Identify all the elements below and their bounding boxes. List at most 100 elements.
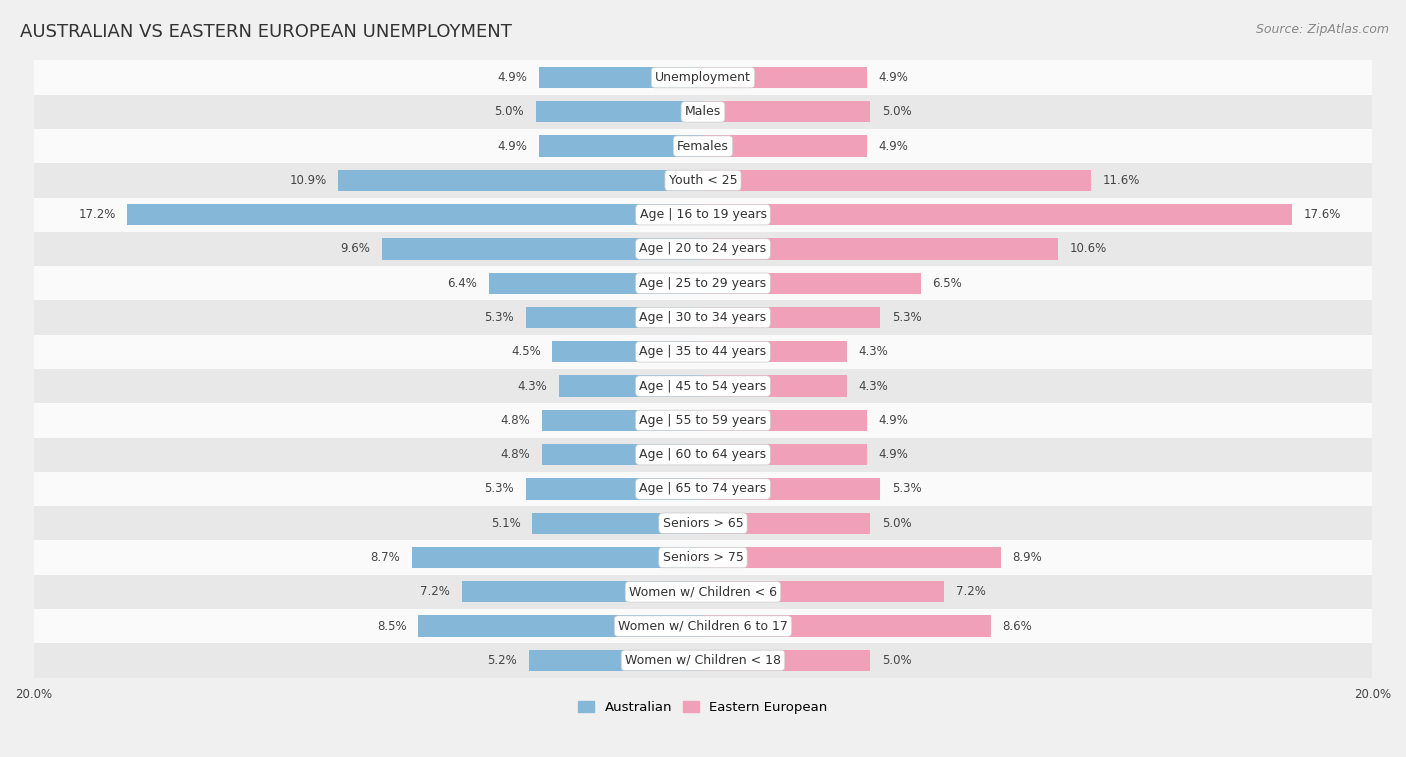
Text: 10.9%: 10.9% [290,174,326,187]
Text: 4.9%: 4.9% [879,414,908,427]
Bar [703,238,1057,260]
Bar [34,232,1372,266]
Text: Seniors > 75: Seniors > 75 [662,551,744,564]
Bar [533,512,703,534]
Text: 5.0%: 5.0% [882,654,911,667]
Bar [703,67,868,88]
Text: 17.6%: 17.6% [1303,208,1341,221]
Bar [34,266,1372,301]
Text: Age | 35 to 44 years: Age | 35 to 44 years [640,345,766,358]
Bar [34,198,1372,232]
Bar [34,95,1372,129]
Bar [538,136,703,157]
Text: 7.2%: 7.2% [420,585,450,598]
Bar [526,478,703,500]
Text: 5.0%: 5.0% [882,105,911,118]
Bar [128,204,703,226]
Bar [703,273,921,294]
Bar [543,410,703,431]
Text: 8.7%: 8.7% [370,551,401,564]
Text: 8.6%: 8.6% [1002,619,1032,633]
Bar [703,307,880,329]
Bar [529,650,703,671]
Text: Age | 20 to 24 years: Age | 20 to 24 years [640,242,766,255]
Bar [703,444,868,466]
Text: 5.0%: 5.0% [495,105,524,118]
Bar [703,341,846,363]
Text: Youth < 25: Youth < 25 [669,174,737,187]
Bar [703,410,868,431]
Text: 6.4%: 6.4% [447,277,477,290]
Text: 5.3%: 5.3% [484,311,513,324]
Bar [34,301,1372,335]
Text: 9.6%: 9.6% [340,242,370,255]
Legend: Australian, Eastern European: Australian, Eastern European [578,701,828,714]
Text: Males: Males [685,105,721,118]
Bar [34,506,1372,540]
Text: 7.2%: 7.2% [956,585,986,598]
Bar [703,650,870,671]
Bar [34,61,1372,95]
Bar [34,575,1372,609]
Bar [34,369,1372,403]
Bar [34,643,1372,678]
Text: 4.9%: 4.9% [879,71,908,84]
Bar [703,512,870,534]
Bar [34,403,1372,438]
Bar [412,547,703,569]
Text: 8.5%: 8.5% [377,619,406,633]
Bar [381,238,703,260]
Bar [536,101,703,123]
Bar [34,129,1372,164]
Bar [703,375,846,397]
Text: 4.8%: 4.8% [501,414,530,427]
Text: Age | 60 to 64 years: Age | 60 to 64 years [640,448,766,461]
Text: 4.5%: 4.5% [510,345,541,358]
Bar [34,164,1372,198]
Text: Women w/ Children 6 to 17: Women w/ Children 6 to 17 [619,619,787,633]
Bar [339,170,703,191]
Text: 5.1%: 5.1% [491,517,520,530]
Text: Source: ZipAtlas.com: Source: ZipAtlas.com [1256,23,1389,36]
Bar [463,581,703,603]
Text: 4.9%: 4.9% [879,139,908,153]
Bar [703,136,868,157]
Text: Age | 30 to 34 years: Age | 30 to 34 years [640,311,766,324]
Text: 4.3%: 4.3% [859,379,889,393]
Bar [703,478,880,500]
Text: Age | 25 to 29 years: Age | 25 to 29 years [640,277,766,290]
Bar [34,472,1372,506]
Text: 17.2%: 17.2% [79,208,115,221]
Bar [553,341,703,363]
Text: Women w/ Children < 6: Women w/ Children < 6 [628,585,778,598]
Bar [34,609,1372,643]
Text: 5.0%: 5.0% [882,517,911,530]
Bar [34,438,1372,472]
Text: Age | 16 to 19 years: Age | 16 to 19 years [640,208,766,221]
Text: Women w/ Children < 18: Women w/ Children < 18 [626,654,780,667]
Bar [703,101,870,123]
Text: 4.3%: 4.3% [517,379,547,393]
Bar [526,307,703,329]
Text: 8.9%: 8.9% [1012,551,1042,564]
Text: 4.9%: 4.9% [879,448,908,461]
Bar [560,375,703,397]
Text: Unemployment: Unemployment [655,71,751,84]
Bar [538,67,703,88]
Text: 6.5%: 6.5% [932,277,962,290]
Text: Females: Females [678,139,728,153]
Bar [34,335,1372,369]
Bar [703,547,1001,569]
Text: 5.2%: 5.2% [488,654,517,667]
Text: 5.3%: 5.3% [893,311,922,324]
Text: 10.6%: 10.6% [1070,242,1107,255]
Text: 4.9%: 4.9% [498,71,527,84]
Bar [419,615,703,637]
Bar [703,204,1292,226]
Text: Age | 55 to 59 years: Age | 55 to 59 years [640,414,766,427]
Bar [703,581,943,603]
Text: 5.3%: 5.3% [484,482,513,496]
Text: 11.6%: 11.6% [1102,174,1140,187]
Bar [34,540,1372,575]
Bar [489,273,703,294]
